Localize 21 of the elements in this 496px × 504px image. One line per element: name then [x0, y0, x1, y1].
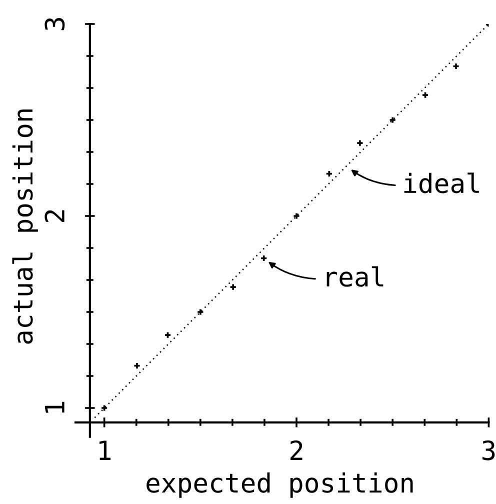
- y-axis-title: actual position: [12, 109, 38, 344]
- point: [294, 213, 300, 219]
- point: [261, 255, 267, 262]
- x-axis-title: expected position: [146, 472, 413, 498]
- point: [164, 332, 171, 338]
- point: [230, 284, 236, 290]
- point: [198, 309, 204, 315]
- annotation: ideal: [404, 172, 479, 194]
- annotation: real: [326, 266, 384, 287]
- x-tick-label: 1: [100, 440, 110, 460]
- y-tick-label: 2: [44, 210, 64, 222]
- x-tick-label: 2: [290, 440, 302, 460]
- point: [357, 140, 363, 146]
- point: [134, 362, 140, 369]
- y-tick-label: 1: [45, 402, 64, 413]
- y-tick-label: 3: [44, 18, 65, 30]
- point: [422, 92, 428, 98]
- point: [453, 63, 459, 70]
- x-tick-label: 3: [482, 440, 495, 460]
- point: [102, 405, 108, 411]
- point: [390, 117, 396, 123]
